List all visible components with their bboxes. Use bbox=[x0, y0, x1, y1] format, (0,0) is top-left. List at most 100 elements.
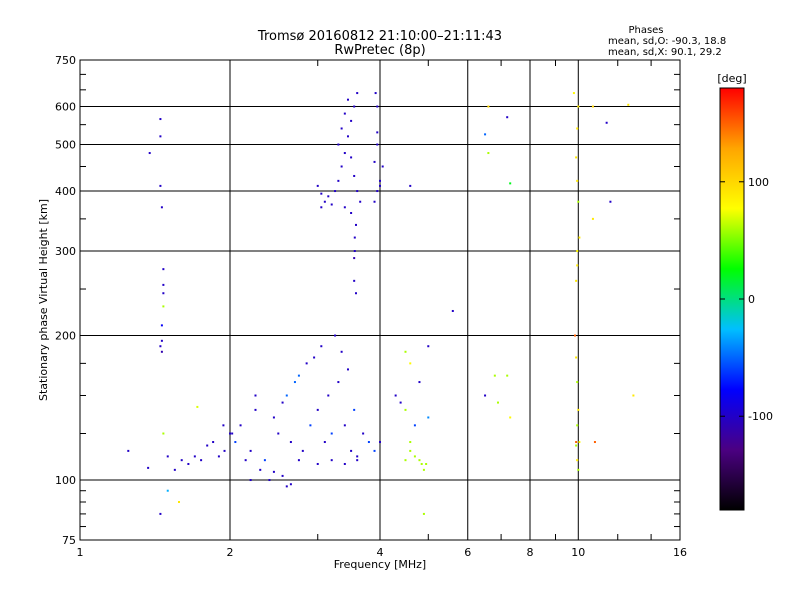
x-tick-label: 10 bbox=[571, 546, 585, 559]
data-point bbox=[159, 512, 162, 515]
data-point bbox=[229, 432, 231, 435]
data-point bbox=[591, 105, 594, 108]
data-point bbox=[399, 401, 402, 404]
y-axis-ticks: 75 100 200 300 400 500 600 750 bbox=[55, 54, 680, 547]
data-point bbox=[356, 190, 359, 193]
data-point bbox=[404, 350, 407, 353]
colorbar-label: [deg] bbox=[717, 72, 746, 85]
chart-title: Tromsø 20160812 21:10:00–21:11:43 bbox=[257, 29, 502, 44]
data-point bbox=[350, 119, 353, 122]
data-point bbox=[162, 305, 165, 308]
data-point bbox=[418, 381, 421, 384]
data-point bbox=[484, 394, 487, 397]
data-point bbox=[166, 489, 169, 492]
y-tick-label: 600 bbox=[55, 101, 76, 114]
data-point bbox=[409, 449, 412, 452]
data-point bbox=[409, 184, 412, 187]
x-tick-label: 8 bbox=[527, 546, 534, 559]
y-tick-label: 200 bbox=[55, 330, 76, 343]
data-point bbox=[425, 462, 428, 465]
data-point bbox=[575, 356, 578, 359]
data-point bbox=[206, 444, 209, 447]
x-axis-label: Frequency [MHz] bbox=[334, 558, 426, 571]
data-point bbox=[272, 470, 275, 473]
colorbar-tick-label: 100 bbox=[748, 176, 769, 189]
data-point bbox=[187, 462, 190, 465]
data-points bbox=[127, 92, 635, 515]
data-point bbox=[376, 105, 379, 108]
data-point bbox=[180, 459, 183, 462]
data-point bbox=[285, 485, 288, 488]
data-point bbox=[337, 179, 340, 182]
data-point bbox=[343, 206, 346, 209]
data-point bbox=[509, 416, 512, 419]
data-point bbox=[575, 279, 578, 282]
colorbar-ticks: 100 0 -100 bbox=[720, 176, 773, 423]
data-point bbox=[374, 92, 377, 95]
data-point bbox=[281, 474, 284, 477]
data-point bbox=[340, 350, 343, 353]
data-point bbox=[572, 92, 575, 95]
data-point bbox=[409, 441, 412, 444]
data-point bbox=[217, 455, 220, 458]
data-point bbox=[356, 459, 359, 462]
data-point bbox=[263, 459, 266, 462]
y-axis-label: Stationary phase Virtual Height [km] bbox=[37, 199, 50, 401]
data-point bbox=[379, 441, 381, 444]
data-point bbox=[320, 345, 323, 348]
data-point bbox=[487, 105, 490, 108]
data-point bbox=[222, 424, 225, 427]
legend-box: Phases mean, sd,O: -90.3, 18.8 mean, sd,… bbox=[608, 25, 726, 58]
legend-line-x: mean, sd,X: 90.1, 29.2 bbox=[608, 47, 722, 58]
data-point bbox=[340, 165, 343, 168]
data-point bbox=[404, 408, 407, 411]
data-point bbox=[289, 441, 292, 444]
data-point bbox=[353, 174, 356, 177]
data-point bbox=[576, 424, 579, 427]
data-point bbox=[496, 401, 499, 404]
data-point bbox=[160, 206, 163, 209]
data-point bbox=[234, 441, 237, 444]
data-point bbox=[200, 459, 203, 462]
data-point bbox=[196, 405, 199, 408]
data-point bbox=[353, 279, 356, 282]
y-tick-label: 400 bbox=[55, 185, 76, 198]
data-point bbox=[340, 127, 343, 130]
data-point bbox=[346, 98, 349, 101]
data-point bbox=[376, 131, 379, 134]
data-point bbox=[577, 468, 580, 471]
data-point bbox=[605, 121, 608, 124]
data-point bbox=[427, 345, 430, 348]
data-point bbox=[334, 334, 337, 337]
data-point bbox=[309, 424, 312, 427]
x-tick-label: 4 bbox=[377, 546, 384, 559]
data-point bbox=[593, 441, 596, 444]
data-point bbox=[367, 441, 370, 444]
data-point bbox=[127, 449, 130, 452]
data-point bbox=[575, 441, 578, 444]
data-point bbox=[356, 92, 359, 95]
data-point bbox=[159, 118, 162, 121]
data-point bbox=[160, 324, 163, 327]
data-point bbox=[578, 236, 581, 239]
data-point bbox=[576, 127, 579, 130]
y-tick-label: 750 bbox=[55, 54, 76, 67]
data-point bbox=[162, 292, 165, 295]
x-tick-label: 2 bbox=[227, 546, 234, 559]
data-point bbox=[293, 381, 296, 384]
data-point bbox=[350, 212, 353, 215]
data-point bbox=[350, 156, 353, 159]
data-point bbox=[578, 441, 581, 444]
data-point bbox=[239, 424, 242, 427]
data-point bbox=[323, 200, 326, 203]
data-point bbox=[327, 394, 330, 397]
data-point bbox=[577, 408, 580, 411]
data-point bbox=[330, 432, 333, 435]
data-point bbox=[148, 152, 151, 155]
y-tick-label: 300 bbox=[55, 245, 76, 258]
data-point bbox=[632, 394, 635, 397]
data-point bbox=[420, 462, 423, 465]
data-point bbox=[244, 459, 247, 462]
data-point bbox=[173, 468, 176, 471]
